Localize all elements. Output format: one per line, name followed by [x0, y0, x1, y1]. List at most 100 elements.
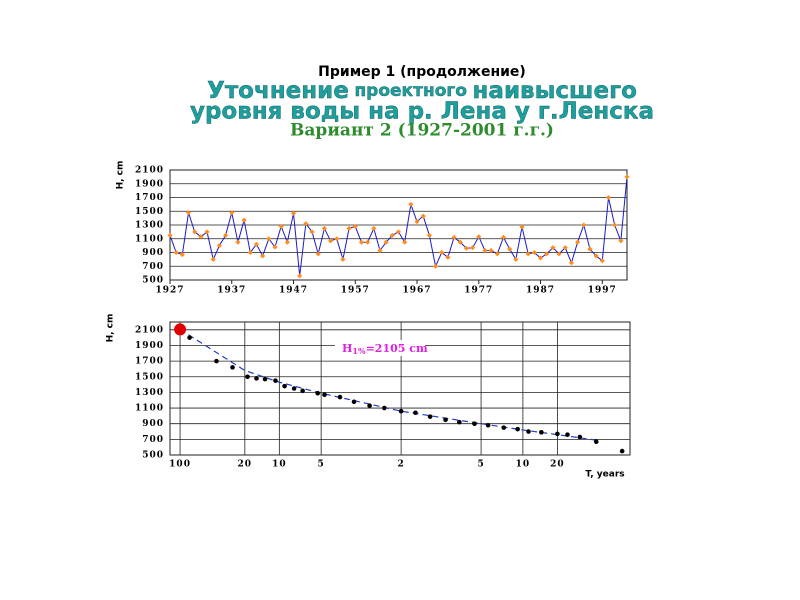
point [230, 365, 235, 370]
point [507, 246, 513, 252]
plot-frame [169, 321, 631, 456]
y-tick-label: 1900 [135, 179, 164, 189]
point [216, 243, 222, 249]
point [273, 378, 278, 383]
point [315, 251, 321, 257]
y-tick-label: 1500 [135, 207, 164, 217]
point [619, 448, 625, 454]
point [470, 245, 476, 251]
point [254, 376, 259, 381]
x-tick-label: 20 [238, 460, 253, 470]
x-tick-label: 10 [516, 460, 531, 470]
x-axis-label: T, years [585, 470, 624, 480]
annotation-text: =2105 cm [366, 342, 428, 355]
point [488, 247, 494, 253]
point [340, 256, 346, 262]
point [457, 239, 463, 245]
point [229, 210, 235, 216]
y-axis-label: H, cm [106, 314, 116, 343]
y-tick-label: 1100 [135, 404, 164, 414]
y-tick-label: 2100 [135, 325, 164, 335]
point [513, 256, 519, 262]
point [173, 249, 179, 256]
x-tick-label: 1987 [526, 286, 555, 296]
point [241, 217, 247, 223]
x-tick-label: 20 [550, 460, 565, 470]
point [321, 225, 327, 231]
point [247, 249, 253, 256]
point [300, 388, 305, 394]
point [309, 229, 315, 235]
y-tick-label: 900 [142, 248, 164, 258]
x-tick-label: 1957 [341, 286, 370, 296]
y-tick-label: 700 [142, 435, 164, 445]
title-part: наивысшего [473, 78, 637, 104]
point [383, 239, 389, 245]
point [291, 386, 297, 391]
point [245, 374, 250, 380]
y-tick-label: 1300 [135, 388, 164, 398]
point [272, 244, 278, 250]
point [420, 213, 426, 219]
point [278, 223, 284, 229]
point [185, 210, 192, 216]
point [174, 323, 187, 336]
point [346, 225, 352, 231]
point [555, 431, 560, 437]
point [577, 434, 583, 440]
title-part: проектного [354, 81, 467, 101]
point [235, 239, 241, 245]
annotation-text: H [342, 342, 352, 355]
point [179, 252, 185, 258]
subtitle: Пример 1 (продолжение) [318, 64, 526, 80]
y-tick-label: 1700 [135, 193, 164, 203]
point [389, 232, 395, 238]
point [581, 222, 587, 228]
point [443, 417, 448, 423]
point [599, 258, 605, 264]
variant: Вариант 2 (1927-2001 г.г.) [290, 121, 554, 141]
y-tick-label: 1900 [135, 341, 164, 351]
point [187, 335, 192, 340]
point [365, 239, 371, 245]
point [612, 222, 618, 228]
point [351, 399, 357, 405]
title-line: уровня воды на р. Лена у г.Ленска [190, 99, 654, 125]
point [282, 383, 287, 389]
x-tick-label: 1997 [588, 286, 617, 296]
point [624, 174, 630, 180]
point [494, 251, 500, 257]
point [210, 256, 216, 262]
point [382, 405, 387, 411]
point [402, 239, 408, 245]
point [315, 390, 321, 396]
plot-frame [169, 169, 628, 281]
point [260, 253, 266, 259]
point [463, 245, 469, 251]
y-tick-label: 1300 [135, 221, 164, 231]
point [501, 425, 507, 430]
y-tick-label: 1700 [135, 357, 164, 367]
x-tick-label: 1947 [279, 286, 308, 296]
point [525, 251, 531, 257]
x-tick-label: 100 [169, 460, 191, 470]
point [575, 239, 581, 245]
point [214, 358, 219, 364]
title-line: Уточнение проектного наивысшего [207, 78, 637, 104]
x-tick-label: 5 [477, 460, 484, 470]
point [427, 414, 433, 419]
x-tick-label: 10 [272, 460, 287, 470]
point [605, 194, 612, 201]
point [284, 239, 290, 245]
point [371, 225, 377, 231]
point [515, 426, 520, 432]
point [167, 232, 173, 238]
point [367, 403, 372, 409]
point [358, 239, 364, 245]
series-line [169, 176, 628, 276]
y-tick-label: 500 [142, 276, 164, 286]
point [539, 430, 544, 435]
y-tick-label: 500 [142, 451, 164, 461]
y-tick-label: 700 [142, 262, 164, 272]
